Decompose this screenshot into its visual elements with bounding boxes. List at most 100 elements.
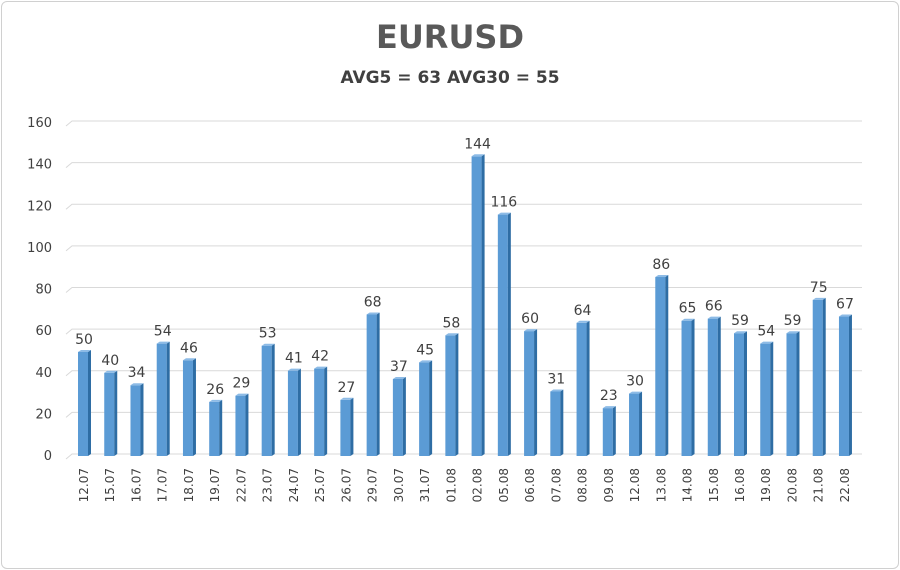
bar-side — [114, 370, 118, 456]
y-tick-label: 20 — [35, 407, 52, 422]
y-tick-label: 0 — [44, 449, 52, 464]
bar-top — [130, 383, 144, 386]
bar-top — [419, 360, 433, 363]
x-tick-label: 25.07 — [313, 468, 327, 502]
bar-top — [392, 376, 406, 379]
data-label: 59 — [731, 313, 749, 329]
bar-top — [524, 329, 538, 332]
bar-top — [182, 358, 196, 361]
x-tick-label: 20.08 — [785, 468, 799, 502]
bar-top — [78, 349, 91, 352]
data-label: 54 — [757, 324, 775, 340]
data-label: 66 — [705, 299, 723, 315]
y-tick-label: 120 — [27, 199, 52, 214]
x-tick-label: 07.08 — [549, 468, 563, 502]
bar — [760, 343, 771, 456]
x-tick-label: 29.07 — [366, 468, 380, 502]
gridline — [65, 287, 862, 293]
gridline — [65, 162, 862, 169]
bar-side — [245, 393, 249, 456]
data-label: 65 — [679, 301, 697, 317]
gridline — [65, 328, 862, 335]
x-tick-label: 05.08 — [497, 468, 511, 502]
data-label: 60 — [521, 311, 539, 327]
bar-side — [717, 316, 721, 456]
y-tick-label: 100 — [27, 241, 52, 256]
bar — [130, 385, 141, 456]
bar-side — [140, 383, 144, 456]
bar — [78, 351, 88, 456]
data-label: 27 — [337, 380, 355, 396]
data-label: 42 — [311, 349, 329, 365]
bar — [182, 360, 193, 456]
data-label: 37 — [390, 359, 408, 375]
data-label: 41 — [285, 351, 303, 367]
bar — [392, 378, 403, 456]
x-tick-label: 12.07 — [77, 468, 91, 502]
x-tick-label: 12.08 — [628, 468, 642, 502]
bar-top — [209, 399, 223, 402]
bar-side — [429, 360, 433, 456]
x-tick-label: 15.08 — [707, 468, 721, 502]
data-label: 53 — [259, 326, 277, 342]
bar-top — [576, 320, 590, 323]
x-tick-label: 08.08 — [576, 468, 590, 502]
data-label: 31 — [547, 371, 565, 387]
bar-top — [287, 368, 301, 371]
gridline — [65, 203, 862, 210]
bar-top — [838, 314, 852, 317]
data-label: 46 — [180, 340, 198, 356]
bar-side — [88, 349, 91, 456]
x-tick-label: 17.07 — [156, 468, 170, 502]
bar-top — [550, 389, 564, 392]
bar — [104, 372, 115, 456]
data-label: 58 — [442, 315, 460, 331]
bar — [655, 277, 666, 456]
data-label: 67 — [836, 297, 854, 313]
bar-side — [560, 389, 564, 456]
x-tick-label: 02.08 — [471, 468, 485, 502]
bar-top — [445, 333, 459, 336]
gridline — [65, 453, 862, 460]
data-label: 34 — [128, 365, 146, 381]
data-label: 30 — [626, 374, 644, 390]
y-tick-label: 140 — [27, 158, 52, 173]
x-tick-label: 19.07 — [208, 468, 222, 502]
bar-top — [681, 318, 695, 321]
x-tick-label: 13.08 — [654, 468, 668, 502]
chart-title: EURUSD — [375, 18, 525, 56]
bar-top — [602, 406, 616, 409]
bar — [209, 401, 220, 456]
bar-side — [166, 341, 170, 456]
bar-side — [350, 397, 354, 456]
bar-side — [507, 212, 511, 456]
data-label: 54 — [154, 324, 172, 340]
data-label: 26 — [206, 382, 224, 398]
bar — [156, 343, 167, 456]
x-tick-label: 31.07 — [418, 468, 432, 502]
bar-side — [219, 399, 223, 456]
data-label: 40 — [101, 353, 119, 369]
bar-side — [455, 333, 459, 456]
bar — [261, 345, 272, 456]
x-tick-label: 18.07 — [182, 468, 196, 502]
x-tick-label: 26.07 — [339, 468, 353, 502]
y-tick-label: 160 — [27, 116, 52, 131]
bar-side — [271, 343, 275, 456]
data-label: 50 — [75, 332, 93, 348]
x-tick-label: 22.07 — [234, 468, 248, 502]
bar-side — [402, 376, 406, 456]
bar-side — [639, 391, 643, 456]
x-tick-label: 16.07 — [129, 468, 143, 502]
x-tick-label: 24.07 — [287, 468, 301, 502]
x-tick-label: 14.08 — [681, 468, 695, 502]
bar-top — [786, 331, 800, 334]
bar-side — [770, 341, 774, 456]
bar — [629, 393, 640, 456]
bar — [419, 362, 430, 456]
x-tick-label: 06.08 — [523, 468, 537, 502]
data-label: 68 — [364, 294, 382, 310]
data-label: 116 — [490, 195, 517, 211]
